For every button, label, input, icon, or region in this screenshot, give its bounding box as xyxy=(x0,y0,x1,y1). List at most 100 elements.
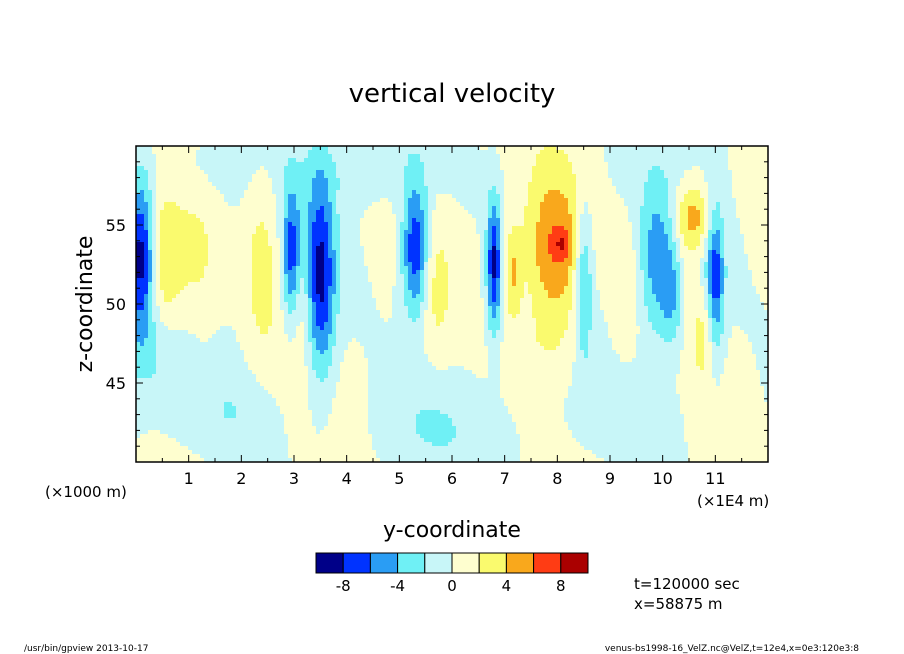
heatmap-cell xyxy=(468,214,473,219)
heatmap-cell xyxy=(628,234,633,239)
heatmap-cell xyxy=(420,190,425,195)
heatmap-cell xyxy=(264,206,269,211)
heatmap-cell xyxy=(316,174,321,179)
heatmap-cell xyxy=(580,258,585,263)
heatmap-cell xyxy=(600,186,605,191)
heatmap-cell xyxy=(332,246,337,251)
heatmap-cell xyxy=(560,266,565,271)
heatmap-cell xyxy=(400,210,405,215)
heatmap-cell xyxy=(148,238,153,243)
heatmap-cell xyxy=(324,230,329,235)
heatmap-cell xyxy=(380,266,385,271)
heatmap-cell xyxy=(420,198,425,203)
heatmap-cell xyxy=(308,250,313,255)
heatmap-cell xyxy=(400,266,405,271)
heatmap-cell xyxy=(260,198,265,203)
heatmap-cell xyxy=(688,242,693,247)
heatmap-cell xyxy=(580,222,585,227)
heatmap-cell xyxy=(620,238,625,243)
heatmap-cell xyxy=(728,170,733,175)
heatmap-cell xyxy=(248,198,253,203)
heatmap-cell xyxy=(728,166,733,171)
heatmap-cell xyxy=(312,258,317,263)
heatmap-cell xyxy=(256,146,261,151)
heatmap-cell xyxy=(540,266,545,271)
heatmap-cell xyxy=(440,154,445,159)
heatmap-cell xyxy=(356,162,361,167)
heatmap-cell xyxy=(212,170,217,175)
heatmap-cell xyxy=(328,262,333,267)
heatmap-cell xyxy=(420,202,425,207)
heatmap-cell xyxy=(676,194,681,199)
heatmap-cell xyxy=(688,166,693,171)
heatmap-cell xyxy=(756,210,761,215)
heatmap-cell xyxy=(432,162,437,167)
heatmap-cell xyxy=(632,182,637,187)
heatmap-cell xyxy=(212,154,217,159)
heatmap-cell xyxy=(760,182,765,187)
heatmap-cell xyxy=(440,262,445,267)
heatmap-cell xyxy=(200,170,205,175)
heatmap-cell xyxy=(760,218,765,223)
heatmap-cell xyxy=(432,166,437,171)
heatmap-cell xyxy=(412,246,417,251)
heatmap-cell xyxy=(564,222,569,227)
heatmap-cell xyxy=(328,266,333,271)
heatmap-cell xyxy=(184,226,189,231)
heatmap-cell xyxy=(412,174,417,179)
heatmap-cell xyxy=(444,202,449,207)
heatmap-cell xyxy=(328,186,333,191)
heatmap-cell xyxy=(136,154,141,159)
heatmap-cell xyxy=(376,198,381,203)
heatmap-cell xyxy=(368,246,373,251)
heatmap-cell xyxy=(280,214,285,219)
heatmap-cell xyxy=(732,250,737,255)
heatmap-cell xyxy=(640,254,645,259)
heatmap-cell xyxy=(644,186,649,191)
heatmap-cell xyxy=(504,262,509,267)
heatmap-cell xyxy=(524,270,529,275)
heatmap-cell xyxy=(344,206,349,211)
heatmap-cell xyxy=(228,270,233,275)
heatmap-cell xyxy=(452,246,457,251)
heatmap-cell xyxy=(536,238,541,243)
heatmap-cell xyxy=(732,222,737,227)
heatmap-cell xyxy=(648,258,653,263)
heatmap-cell xyxy=(472,198,477,203)
heatmap-cell xyxy=(348,246,353,251)
heatmap-cell xyxy=(692,214,697,219)
heatmap-cell xyxy=(388,258,393,263)
heatmap-cell xyxy=(344,222,349,227)
heatmap-cell xyxy=(636,182,641,187)
heatmap-cell xyxy=(508,222,513,227)
heatmap-cell xyxy=(376,158,381,163)
heatmap-cell xyxy=(568,230,573,235)
heatmap-cell xyxy=(392,226,397,231)
heatmap-cell xyxy=(696,186,701,191)
heatmap-cell xyxy=(756,186,761,191)
heatmap-cell xyxy=(276,170,281,175)
heatmap-cell xyxy=(552,166,557,171)
heatmap-cell xyxy=(280,166,285,171)
heatmap-cell xyxy=(452,262,457,267)
heatmap-cell xyxy=(184,174,189,179)
heatmap-cell xyxy=(272,154,277,159)
heatmap-cell xyxy=(160,218,165,223)
heatmap-cell xyxy=(312,270,317,275)
heatmap-cell xyxy=(356,186,361,191)
heatmap-cell xyxy=(476,162,481,167)
heatmap-cell xyxy=(476,242,481,247)
heatmap-cell xyxy=(292,154,297,159)
heatmap-cell xyxy=(540,250,545,255)
heatmap-cell xyxy=(156,194,161,199)
heatmap-cell xyxy=(540,262,545,267)
heatmap-cell xyxy=(512,266,517,271)
heatmap-cell xyxy=(364,222,369,227)
heatmap-cell xyxy=(748,210,753,215)
heatmap-cell xyxy=(484,238,489,243)
heatmap-cell xyxy=(428,266,433,271)
heatmap-cell xyxy=(416,242,421,247)
heatmap-cell xyxy=(300,154,305,159)
heatmap-cell xyxy=(644,146,649,151)
heatmap-cell xyxy=(292,238,297,243)
